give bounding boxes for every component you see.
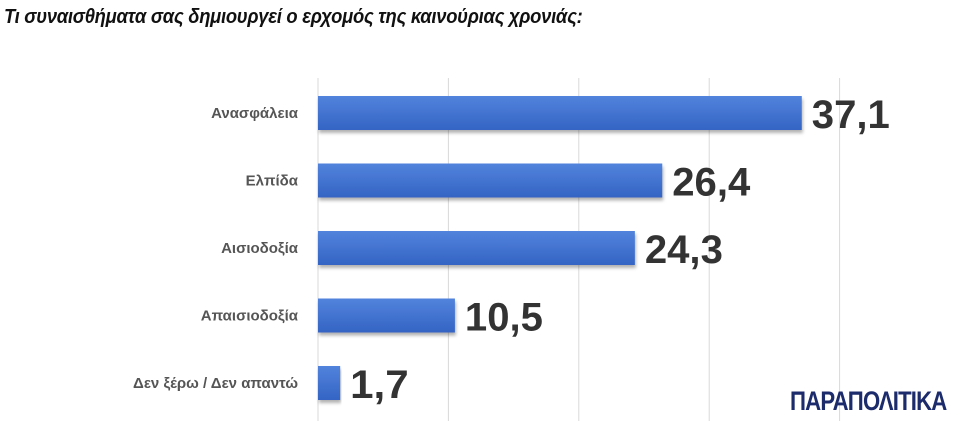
category-label: Ελπίδα — [246, 173, 299, 190]
value-label: 37,1 — [812, 93, 890, 137]
value-label: 26,4 — [672, 161, 751, 205]
value-label: 10,5 — [465, 296, 543, 340]
category-label: Απαισιοδοξία — [201, 308, 299, 325]
chart-title: Τι συναισθήματα σας δημιουργεί ο ερχομός… — [4, 6, 583, 28]
value-label: 1,7 — [350, 363, 409, 407]
bar — [318, 366, 341, 400]
bar — [318, 298, 455, 333]
bar — [318, 231, 635, 265]
bar — [318, 96, 802, 130]
bar — [318, 163, 663, 198]
value-label: 24,3 — [645, 228, 723, 272]
parapolitika-logo: ΠΑΡΑΠΟΛΙΤΙΚΑ — [790, 386, 947, 416]
category-label: Αισιοδοξία — [221, 240, 299, 257]
category-label: Δεν ξέρω / Δεν απαντώ — [133, 375, 298, 392]
category-label: Ανασφάλεια — [211, 105, 299, 122]
